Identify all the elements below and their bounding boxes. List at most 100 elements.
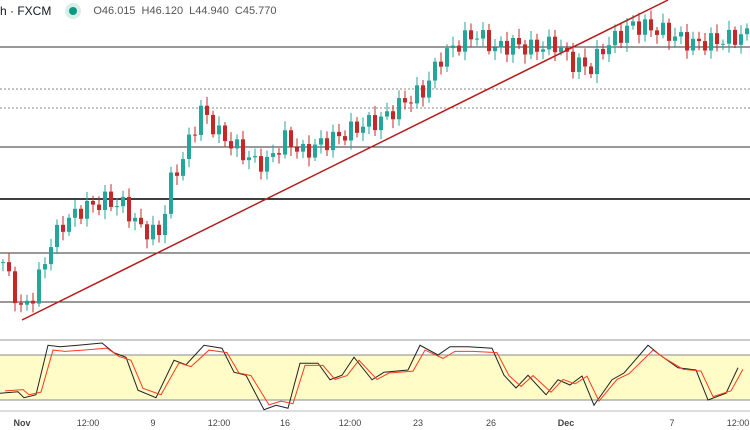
candle-body xyxy=(157,224,161,235)
candle-body xyxy=(91,200,95,205)
candle-body xyxy=(421,85,425,98)
market-status-icon xyxy=(69,7,78,15)
candle-body xyxy=(235,139,239,149)
x-tick-label: 26 xyxy=(486,418,496,428)
candle-body xyxy=(739,34,743,45)
candle-body xyxy=(133,217,137,222)
candle-body xyxy=(571,51,575,73)
candle-body xyxy=(73,208,77,218)
candle-body xyxy=(85,200,89,219)
candle-body xyxy=(205,105,209,115)
candle-body xyxy=(283,130,287,155)
low-value: L44.940 xyxy=(189,5,229,17)
candle-body xyxy=(43,264,47,270)
candle-body xyxy=(643,19,647,35)
candle-body xyxy=(193,134,197,136)
candle-body xyxy=(223,125,227,142)
candle-body xyxy=(439,61,443,67)
x-tick-label: Nov xyxy=(13,418,30,428)
candle-body xyxy=(547,36,551,50)
symbol-label: h · FXCM xyxy=(0,4,52,18)
candle-body xyxy=(553,36,557,53)
candle-body xyxy=(49,247,53,265)
candle-body xyxy=(259,156,263,172)
x-tick-label: 12:00 xyxy=(339,418,362,428)
candle-body xyxy=(403,98,407,103)
candle-body xyxy=(367,115,371,127)
candle-body xyxy=(199,105,203,135)
candle-body xyxy=(745,28,749,35)
candle-body xyxy=(625,25,629,43)
candle-body xyxy=(601,48,605,55)
candle-body xyxy=(397,98,401,120)
candle-body xyxy=(145,224,149,240)
x-tick-label: 12:00 xyxy=(77,418,100,428)
candle-body xyxy=(379,116,383,131)
trend-line xyxy=(21,0,669,321)
candle-body xyxy=(433,61,437,81)
candle-body xyxy=(301,144,305,152)
x-tick-label: 12:00 xyxy=(727,418,750,428)
candle-body xyxy=(277,153,281,155)
candle-body xyxy=(19,303,23,305)
candle-body xyxy=(523,44,527,55)
candle-body xyxy=(373,115,377,131)
candle-body xyxy=(607,45,611,55)
candle-body xyxy=(271,153,275,157)
x-tick-label: 9 xyxy=(150,418,155,428)
x-tick-label: Dec xyxy=(558,418,575,428)
candle-body xyxy=(391,111,395,120)
candle-body xyxy=(733,29,737,45)
candle-body xyxy=(241,139,245,161)
candle-body xyxy=(109,191,113,207)
candle-body xyxy=(409,102,413,104)
candle-body xyxy=(295,147,299,152)
candle-body xyxy=(613,30,617,46)
candle-body xyxy=(445,48,449,67)
candle-body xyxy=(637,21,641,35)
close-value: C45.770 xyxy=(234,5,277,17)
candle-body xyxy=(247,157,251,161)
candle-body xyxy=(355,121,359,133)
x-tick-label: 23 xyxy=(413,418,423,428)
candle-body xyxy=(175,172,179,176)
candle-body xyxy=(79,208,83,219)
candle-body xyxy=(475,38,479,40)
candle-body xyxy=(535,39,539,52)
x-tick-label: 12:00 xyxy=(208,418,231,428)
candle-body xyxy=(343,136,347,141)
candle-body xyxy=(493,47,497,52)
candle-body xyxy=(151,224,155,240)
candle-body xyxy=(289,130,293,148)
candle-body xyxy=(577,57,581,73)
candle-body xyxy=(715,33,719,45)
candle-body xyxy=(55,224,59,248)
candle-body xyxy=(319,138,323,145)
x-tick-label: 7 xyxy=(669,418,674,428)
candle-body xyxy=(103,191,107,210)
candle-body xyxy=(667,22,671,41)
candle-body xyxy=(487,30,491,52)
candle-body xyxy=(187,134,191,160)
candle-body xyxy=(463,30,467,52)
chart-legend: h · FXCM O46.015 H46.120 L44.940 C45.770 xyxy=(0,4,277,18)
candle-body xyxy=(499,40,503,48)
candle-body xyxy=(139,217,143,225)
candle-body xyxy=(115,206,119,208)
candle-body xyxy=(451,45,455,49)
candle-body xyxy=(457,45,461,52)
candle-body xyxy=(307,144,311,158)
candle-body xyxy=(559,47,563,53)
candle-body xyxy=(481,30,485,39)
candle-body xyxy=(325,138,329,151)
candle-body xyxy=(697,38,701,42)
candle-body xyxy=(217,125,221,135)
candle-body xyxy=(655,30,659,35)
candle-body xyxy=(691,38,695,51)
candle-body xyxy=(679,32,683,37)
candle-body xyxy=(337,131,341,137)
candle-body xyxy=(415,85,419,104)
candle-body xyxy=(631,21,635,26)
candle-body xyxy=(211,114,215,135)
